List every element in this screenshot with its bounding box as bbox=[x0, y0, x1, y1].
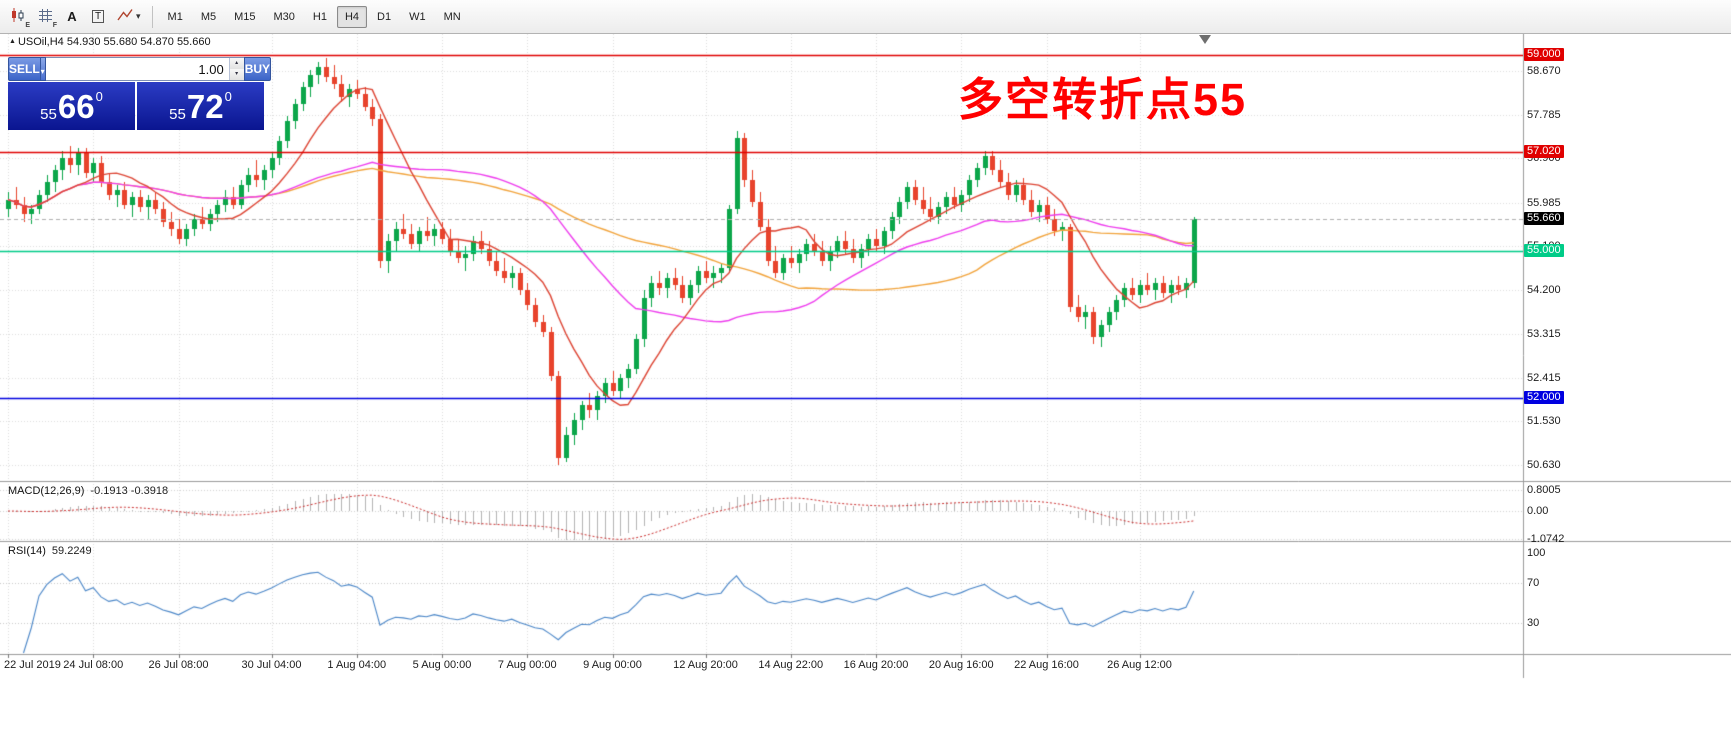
symbol-info-text: USOil,H4 54.930 55.680 54.870 55.660 bbox=[17, 36, 211, 48]
triangle-up-icon: ▲ bbox=[9, 38, 16, 45]
chevron-down-icon: ▾ bbox=[235, 71, 239, 77]
toolbar: E F A T ▾ M1 M5 M15 M30 H1 H4 D1 W1 MN bbox=[0, 0, 1731, 34]
timeframe-d1-button[interactable]: D1 bbox=[369, 6, 399, 28]
symbol-info: ▲ USOil,H4 54.930 55.680 54.870 55.660 bbox=[9, 36, 211, 48]
grid-icon bbox=[37, 7, 54, 27]
time-axis[interactable] bbox=[0, 655, 1523, 679]
macd-values: -0.1913 -0.3918 bbox=[90, 485, 169, 497]
rsi-name: RSI(14) bbox=[8, 545, 46, 557]
chart-annotation-text: 多空转折点55 bbox=[958, 74, 1248, 125]
volume-decrease-button[interactable]: ▾ bbox=[229, 69, 244, 80]
text-label-button[interactable]: T bbox=[86, 5, 110, 29]
timeframe-h1-button[interactable]: H1 bbox=[305, 6, 335, 28]
timeframe-m1-button[interactable]: M1 bbox=[160, 6, 191, 28]
candlestick-chart-icon bbox=[9, 7, 27, 27]
drawing-tools-icon bbox=[116, 7, 134, 26]
timeframe-w1-button[interactable]: W1 bbox=[401, 6, 434, 28]
rsi-value: 59.2249 bbox=[51, 545, 92, 557]
rsi-label: RSI(14) 59.2249 bbox=[8, 545, 92, 557]
volume-input[interactable] bbox=[45, 58, 229, 80]
chevron-down-icon: ▾ bbox=[40, 66, 45, 76]
insert-text-button[interactable]: A bbox=[60, 5, 84, 29]
sell-button[interactable]: SELL bbox=[8, 57, 41, 81]
bid-price-pips: 66 bbox=[57, 87, 95, 125]
volume-increase-button[interactable]: ▴ bbox=[229, 58, 244, 69]
chevron-down-icon: ▾ bbox=[136, 11, 141, 21]
sell-dropdown-button[interactable]: ▾ bbox=[40, 57, 46, 81]
grid-button[interactable]: F bbox=[33, 5, 58, 29]
text-box-icon: T bbox=[91, 10, 105, 23]
buy-button[interactable]: BUY bbox=[243, 57, 272, 81]
macd-label: MACD(12,26,9) -0.1913 -0.3918 bbox=[8, 485, 168, 497]
ask-price-int: 55 bbox=[169, 106, 186, 123]
bid-price-point: 0 bbox=[95, 89, 103, 104]
chevron-up-icon: ▴ bbox=[235, 60, 239, 66]
ask-price-pips: 72 bbox=[186, 87, 224, 125]
macd-name: MACD(12,26,9) bbox=[8, 485, 85, 497]
price-axis[interactable] bbox=[1523, 33, 1731, 654]
ask-price-point: 0 bbox=[224, 89, 232, 104]
chart-shift-marker[interactable] bbox=[1199, 35, 1211, 44]
text-a-icon: A bbox=[67, 9, 77, 24]
volume-spinner: ▴ ▾ bbox=[228, 58, 244, 80]
timeframe-mn-button[interactable]: MN bbox=[436, 6, 469, 28]
timeframe-m5-button[interactable]: M5 bbox=[193, 6, 224, 28]
icon-sub-label: F bbox=[52, 21, 57, 29]
icon-sub-label: E bbox=[25, 21, 30, 29]
bid-price-display[interactable]: 55 66 0 bbox=[8, 82, 135, 130]
timeframe-m15-button[interactable]: M15 bbox=[226, 6, 263, 28]
drawing-tools-button[interactable]: ▾ bbox=[112, 5, 145, 29]
ask-price-display[interactable]: 55 72 0 bbox=[137, 82, 264, 130]
candlestick-chart-button[interactable]: E bbox=[5, 5, 31, 29]
timeframe-h4-button[interactable]: H4 bbox=[336, 5, 368, 28]
toolbar-separator bbox=[151, 5, 153, 28]
volume-field: ▴ ▾ bbox=[45, 57, 244, 81]
bid-price-int: 55 bbox=[40, 106, 57, 123]
timeframe-m30-button[interactable]: M30 bbox=[266, 6, 303, 28]
